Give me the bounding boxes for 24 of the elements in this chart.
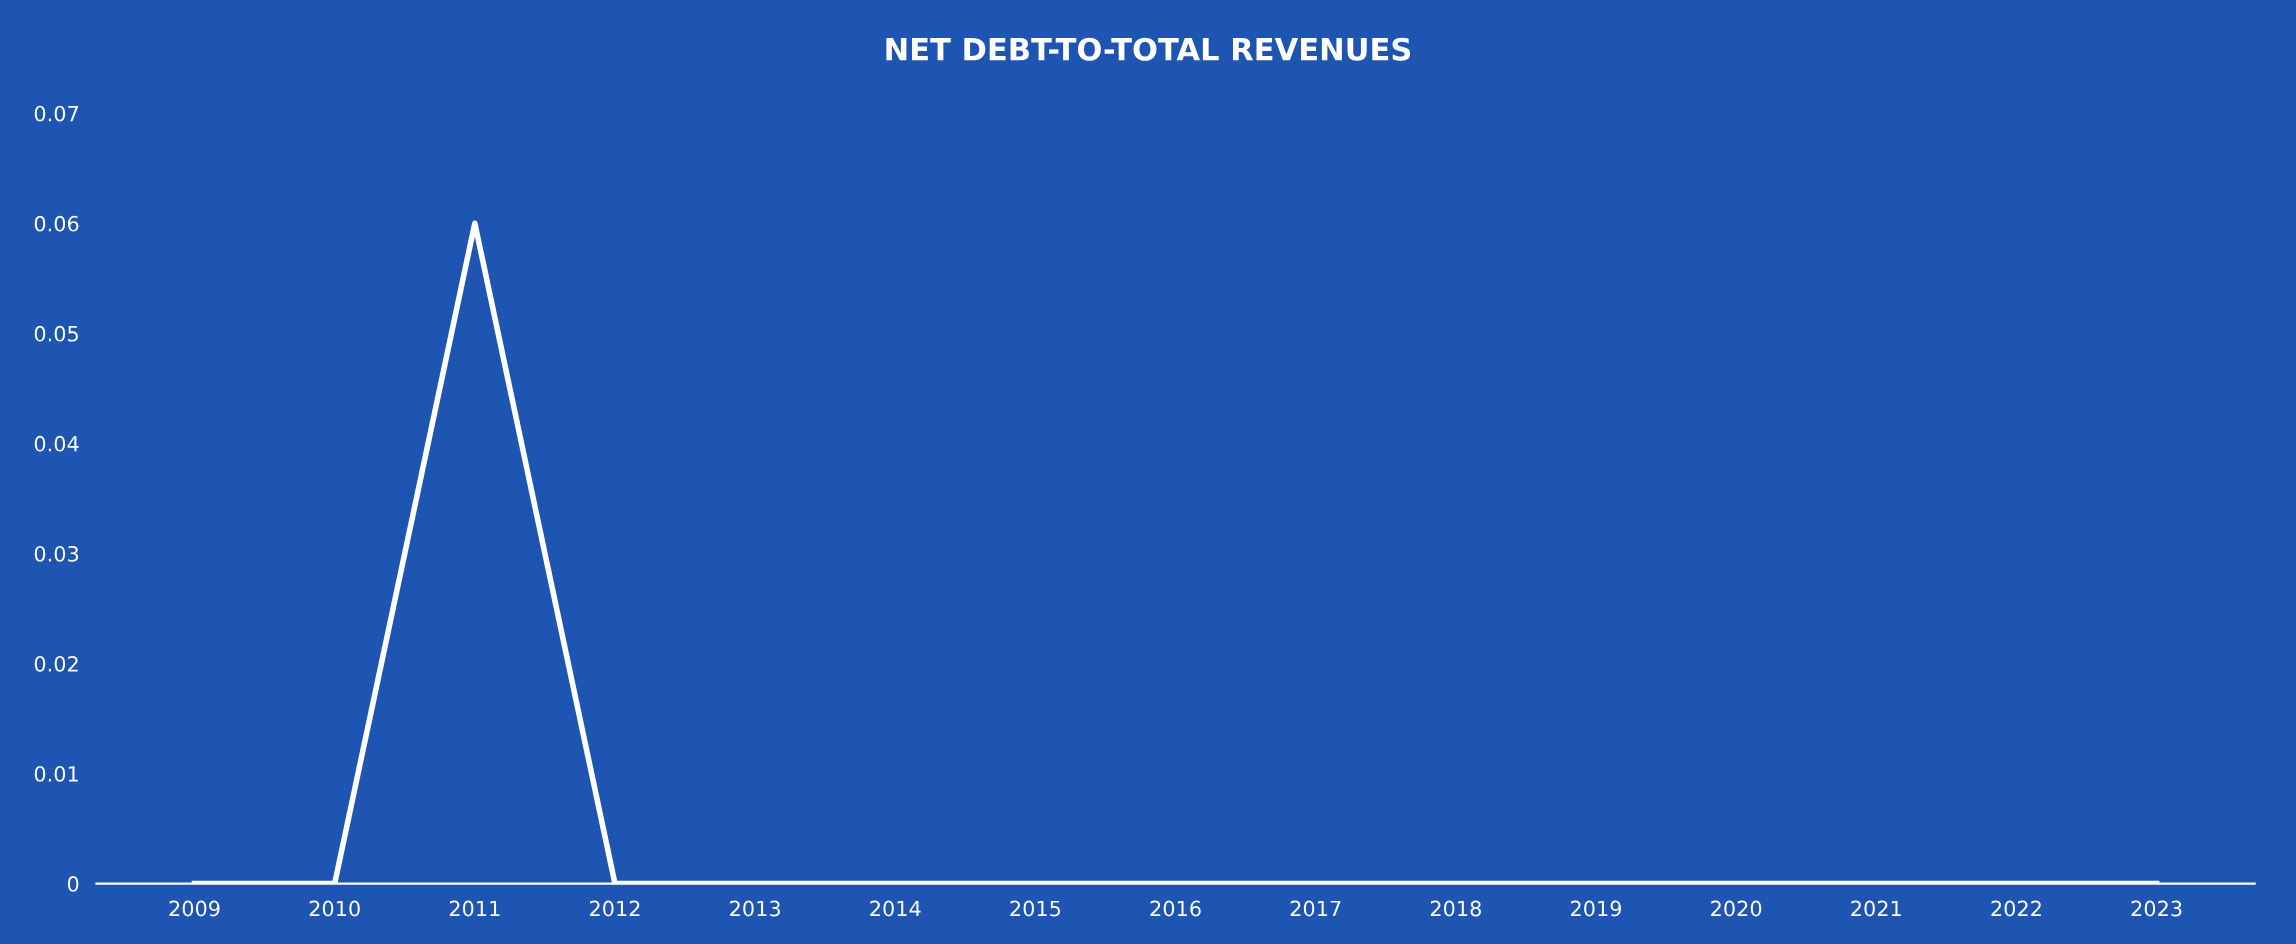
y-tick-label: 0.02 [34, 655, 78, 672]
x-tick-label: 2010 [309, 900, 360, 917]
y-tick-label: 0 [67, 876, 79, 892]
x-tick-label: 2016 [1150, 900, 1201, 917]
x-tick-label: 2021 [1851, 900, 1901, 917]
x-tick-label: 2009 [169, 900, 220, 917]
x-tick-label: 2013 [730, 900, 780, 917]
x-tick-label: 2020 [1711, 900, 1762, 917]
chart-title: NET DEBT-TO-TOTAL REVENUES [886, 37, 1411, 61]
x-tick-label: 2015 [1010, 900, 1061, 917]
y-tick-label: 0.01 [34, 765, 78, 782]
y-tick-label: 0.04 [34, 435, 79, 452]
y-tick-label: 0.05 [34, 325, 78, 342]
y-tick-label: 0.07 [34, 105, 78, 122]
x-tick-label: 2012 [589, 900, 640, 917]
y-tick-label: 0.03 [34, 545, 79, 562]
x-tick-label: 2018 [1430, 900, 1481, 917]
x-tick-label: 2022 [1991, 900, 2041, 917]
x-tick-label: 2014 [870, 900, 921, 917]
x-tick-label: 2019 [1571, 900, 1622, 917]
x-tick-label: 2011 [449, 900, 500, 917]
y-tick-label: 0.06 [34, 215, 79, 232]
x-tick-label: 2017 [1290, 900, 1341, 917]
x-tick-label: 2023 [2131, 900, 2182, 917]
